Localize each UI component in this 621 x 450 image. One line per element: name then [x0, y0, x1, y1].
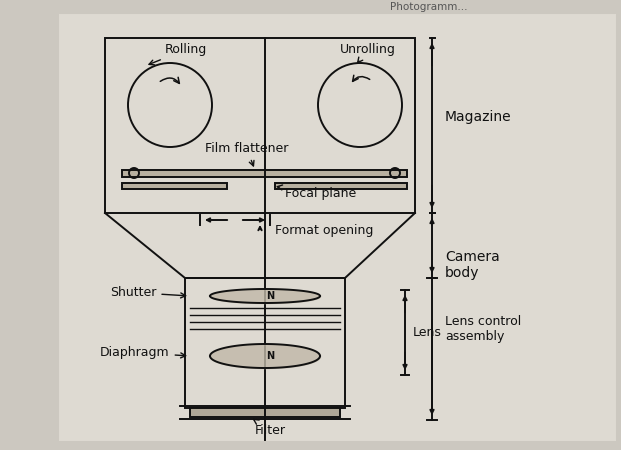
- Text: Focal plane: Focal plane: [278, 185, 356, 200]
- Text: Camera
body: Camera body: [445, 250, 500, 280]
- Text: Unrolling: Unrolling: [340, 43, 396, 63]
- Bar: [190, 408, 340, 417]
- Text: Diaphragm: Diaphragm: [100, 346, 186, 359]
- Text: Lens control
assembly: Lens control assembly: [445, 315, 521, 343]
- Text: Rolling: Rolling: [149, 43, 207, 65]
- Text: N: N: [266, 291, 274, 301]
- Text: Film flattener: Film flattener: [205, 142, 288, 166]
- Text: Photogramm...: Photogramm...: [390, 2, 468, 12]
- Text: Filter: Filter: [253, 419, 286, 437]
- Text: Lens: Lens: [413, 325, 442, 338]
- Text: Shutter: Shutter: [110, 286, 186, 299]
- Text: Magazine: Magazine: [445, 110, 512, 124]
- Bar: [60, 15, 615, 440]
- Text: Format opening: Format opening: [275, 224, 373, 237]
- Bar: [122, 183, 227, 189]
- Bar: [275, 183, 407, 189]
- Bar: [185, 278, 345, 408]
- Text: N: N: [266, 351, 274, 361]
- Bar: [122, 170, 407, 177]
- Bar: [105, 38, 415, 213]
